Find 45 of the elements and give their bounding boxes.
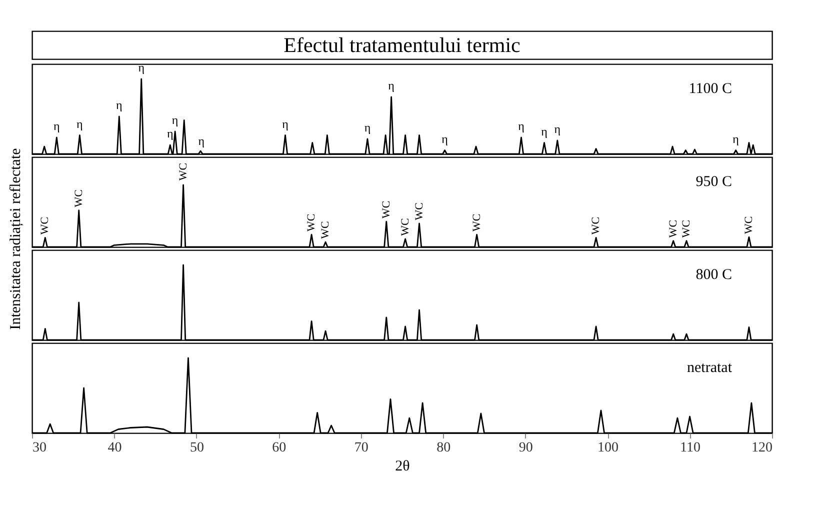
- annotation: η: [54, 119, 60, 133]
- annotation: WC: [413, 202, 426, 220]
- x-axis-title: 2θ: [395, 458, 410, 474]
- annotation: WC: [742, 216, 755, 234]
- annotation: η: [116, 98, 122, 112]
- text: 800 C: [696, 267, 732, 283]
- annotation: η: [541, 124, 548, 138]
- annotation: η: [388, 78, 394, 92]
- annotation: η: [282, 116, 288, 131]
- annotation: WC: [72, 190, 85, 208]
- annotation: η: [166, 126, 174, 140]
- annotation: η: [172, 113, 178, 127]
- text: netratat: [687, 360, 733, 376]
- chart-title: Efectul tratamentului termic: [284, 33, 520, 57]
- annotation: WC: [320, 221, 332, 239]
- x-tick-label: 80: [436, 440, 451, 456]
- annotation: η: [554, 122, 561, 136]
- annotation: WC: [470, 214, 483, 232]
- x-tick-label: 110: [680, 440, 701, 456]
- annotation: η: [138, 60, 144, 74]
- annotation: η: [518, 119, 524, 133]
- x-tick-label: 120: [752, 440, 772, 456]
- x-tick-label: 100: [598, 440, 619, 456]
- text: 1100 C: [688, 81, 732, 97]
- annotation: WC: [680, 220, 692, 238]
- annotation: η: [732, 132, 739, 146]
- x-tick-label: 90: [518, 440, 533, 456]
- x-tick-label: 60: [272, 440, 286, 456]
- x-tick-label: 70: [354, 440, 368, 456]
- annotation: WC: [306, 214, 318, 232]
- annotation: WC: [380, 200, 392, 218]
- y-axis-title: Intensitatea radiației reflectate: [8, 148, 24, 330]
- annotation: WC: [590, 216, 602, 235]
- annotation: η: [442, 132, 448, 146]
- annotation: WC: [39, 216, 52, 235]
- annotation: WC: [177, 162, 190, 181]
- annotation: WC: [399, 218, 412, 236]
- annotation: η: [198, 134, 205, 148]
- annotation: η: [76, 116, 83, 131]
- x-tick-label: 50: [190, 440, 204, 456]
- text: 950 C: [696, 174, 732, 190]
- x-tick-label: 40: [108, 440, 122, 456]
- annotation: η: [364, 120, 371, 134]
- x-tick-label: 30: [32, 440, 46, 456]
- annotation: WC: [667, 220, 680, 238]
